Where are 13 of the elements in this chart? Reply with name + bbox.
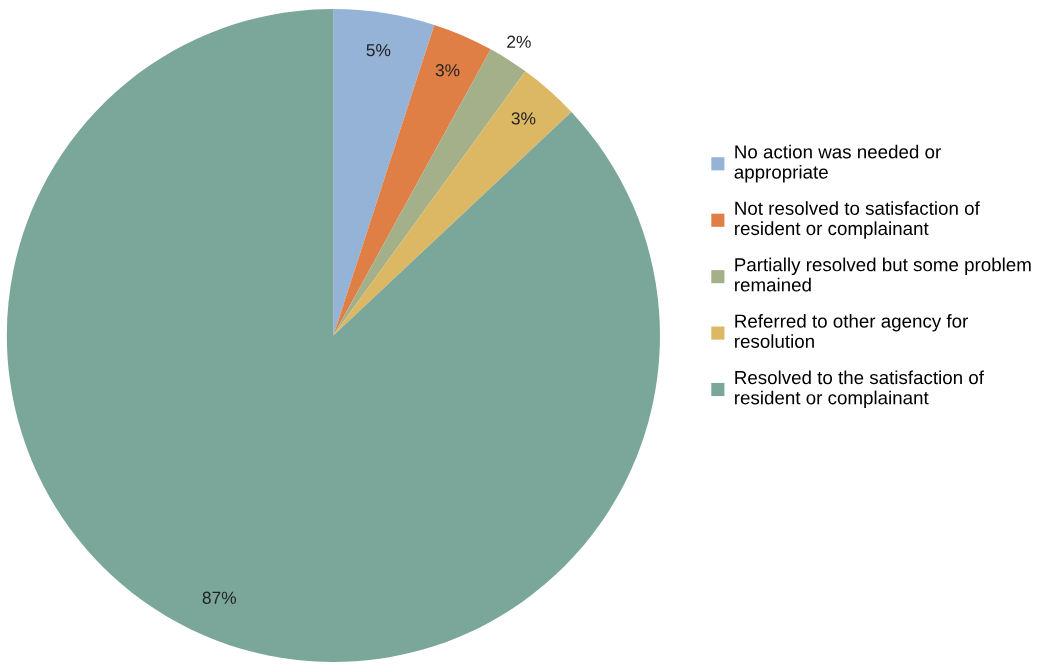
pie-slice (6, 8, 660, 663)
data-label: 2% (507, 35, 531, 48)
data-label: 87% (202, 591, 237, 604)
pie-slice (333, 24, 491, 336)
data-label: 5% (366, 44, 391, 57)
legend-label: Partially resolved but some problem remained (735, 257, 1031, 292)
data-label: 3% (435, 64, 460, 77)
legend-label: No action was needed or appropriate (734, 144, 941, 183)
legend-label: Referred to other agency for resolution (735, 314, 968, 348)
pie-slice (333, 8, 435, 336)
legend-label: Resolved to the satisfaction of resident or complainant (735, 370, 984, 409)
legend-label: Not resolved to satisfaction of resident or complainant (735, 201, 980, 239)
data-label: 3% (511, 112, 536, 125)
